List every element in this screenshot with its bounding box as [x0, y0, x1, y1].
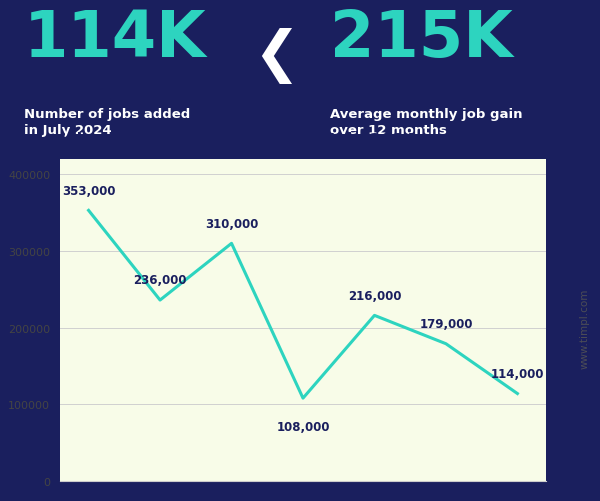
Text: 179,000: 179,000 — [419, 317, 473, 330]
Text: 114K: 114K — [24, 8, 206, 70]
Text: ❮: ❮ — [253, 28, 299, 84]
Text: Number of jobs added
in July 2024: Number of jobs added in July 2024 — [24, 108, 190, 137]
Text: 114,000: 114,000 — [491, 367, 544, 380]
Text: 108,000: 108,000 — [276, 420, 330, 433]
Text: Job growth from Jan 2024 to July 2024: Job growth from Jan 2024 to July 2024 — [60, 132, 416, 150]
Text: Average monthly job gain
over 12 months: Average monthly job gain over 12 months — [330, 108, 523, 137]
Text: 353,000: 353,000 — [62, 184, 115, 197]
Text: 236,000: 236,000 — [133, 274, 187, 287]
Text: 310,000: 310,000 — [205, 217, 258, 230]
Text: www.timpl.com: www.timpl.com — [580, 288, 590, 368]
Text: 215K: 215K — [330, 8, 513, 70]
Text: 216,000: 216,000 — [348, 289, 401, 302]
